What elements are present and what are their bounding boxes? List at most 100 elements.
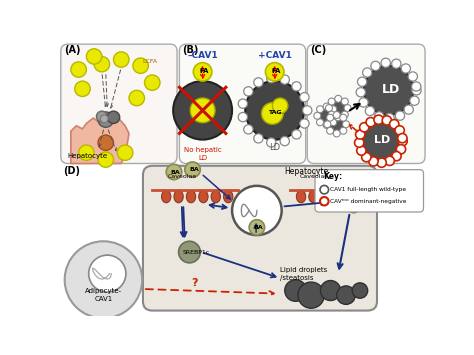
Circle shape	[300, 119, 309, 128]
Circle shape	[71, 62, 86, 77]
Circle shape	[232, 186, 282, 235]
Circle shape	[298, 282, 324, 308]
Circle shape	[326, 105, 332, 111]
Circle shape	[357, 146, 366, 155]
Text: BA: BA	[190, 167, 199, 172]
Text: Hepatocyte: Hepatocyte	[67, 153, 107, 159]
Circle shape	[328, 111, 335, 118]
Circle shape	[79, 145, 94, 160]
Text: Hepatocyte: Hepatocyte	[284, 166, 328, 175]
Circle shape	[320, 280, 341, 301]
Circle shape	[395, 126, 404, 135]
Circle shape	[145, 75, 160, 90]
Circle shape	[327, 127, 334, 134]
Circle shape	[193, 62, 212, 81]
Circle shape	[98, 152, 113, 167]
Circle shape	[333, 111, 340, 119]
Circle shape	[330, 106, 337, 113]
Circle shape	[381, 58, 391, 67]
Circle shape	[244, 87, 253, 96]
Text: SREBP1c: SREBP1c	[182, 250, 210, 255]
Circle shape	[390, 120, 399, 129]
Circle shape	[190, 98, 215, 123]
Circle shape	[330, 100, 346, 116]
Circle shape	[75, 81, 90, 97]
Circle shape	[401, 64, 410, 73]
Text: (C): (C)	[310, 45, 327, 55]
Circle shape	[185, 162, 201, 178]
Circle shape	[332, 112, 339, 119]
Circle shape	[341, 111, 348, 118]
Circle shape	[366, 118, 375, 127]
Circle shape	[371, 61, 380, 71]
Circle shape	[173, 81, 232, 140]
Circle shape	[249, 220, 264, 235]
Circle shape	[107, 111, 120, 124]
Circle shape	[348, 202, 359, 213]
Text: CAV1 full-length wild-type: CAV1 full-length wild-type	[330, 187, 407, 192]
Circle shape	[412, 86, 421, 95]
Circle shape	[365, 106, 374, 116]
Circle shape	[355, 138, 364, 147]
Circle shape	[323, 121, 330, 129]
Circle shape	[335, 114, 342, 121]
Circle shape	[369, 157, 378, 166]
Circle shape	[280, 75, 290, 84]
Circle shape	[347, 190, 368, 211]
Text: –CAV1: –CAV1	[187, 51, 218, 60]
Circle shape	[392, 59, 401, 68]
Circle shape	[392, 152, 401, 161]
Ellipse shape	[334, 190, 343, 203]
Ellipse shape	[211, 190, 220, 203]
Circle shape	[357, 188, 371, 202]
Text: FA: FA	[272, 69, 281, 75]
Circle shape	[340, 127, 347, 134]
FancyBboxPatch shape	[61, 44, 177, 164]
Text: Caveolae: Caveolae	[300, 174, 329, 179]
Circle shape	[362, 153, 371, 162]
Circle shape	[356, 130, 365, 139]
Circle shape	[341, 98, 348, 105]
Circle shape	[300, 93, 309, 102]
Ellipse shape	[309, 190, 318, 203]
Circle shape	[328, 98, 335, 105]
Circle shape	[359, 98, 368, 107]
FancyBboxPatch shape	[307, 44, 425, 164]
Circle shape	[273, 98, 288, 114]
Circle shape	[374, 112, 384, 121]
Circle shape	[314, 112, 321, 119]
Circle shape	[166, 164, 182, 180]
Circle shape	[317, 106, 324, 113]
Circle shape	[254, 78, 263, 87]
Circle shape	[324, 121, 331, 128]
Text: TAG: TAG	[268, 110, 282, 115]
Circle shape	[267, 138, 276, 147]
Circle shape	[319, 108, 334, 124]
Circle shape	[343, 121, 349, 128]
Circle shape	[98, 135, 113, 151]
Text: LD: LD	[382, 83, 400, 95]
Circle shape	[100, 115, 108, 123]
Ellipse shape	[199, 190, 208, 203]
Circle shape	[96, 111, 107, 122]
Circle shape	[362, 122, 400, 160]
Circle shape	[340, 114, 347, 121]
Circle shape	[382, 116, 392, 125]
Circle shape	[333, 130, 340, 137]
Circle shape	[244, 125, 253, 134]
Text: (D): (D)	[63, 165, 80, 175]
Text: No hepatic
LD: No hepatic LD	[184, 147, 221, 160]
Text: BA: BA	[254, 225, 264, 230]
Circle shape	[327, 114, 334, 121]
FancyBboxPatch shape	[143, 166, 377, 311]
Circle shape	[385, 156, 394, 165]
Text: Caveolae: Caveolae	[168, 174, 197, 179]
Circle shape	[357, 77, 367, 86]
Circle shape	[337, 286, 356, 304]
Circle shape	[285, 280, 307, 301]
Circle shape	[118, 145, 133, 160]
Circle shape	[323, 103, 330, 110]
Polygon shape	[71, 116, 129, 164]
Circle shape	[356, 88, 365, 97]
Circle shape	[292, 82, 301, 91]
